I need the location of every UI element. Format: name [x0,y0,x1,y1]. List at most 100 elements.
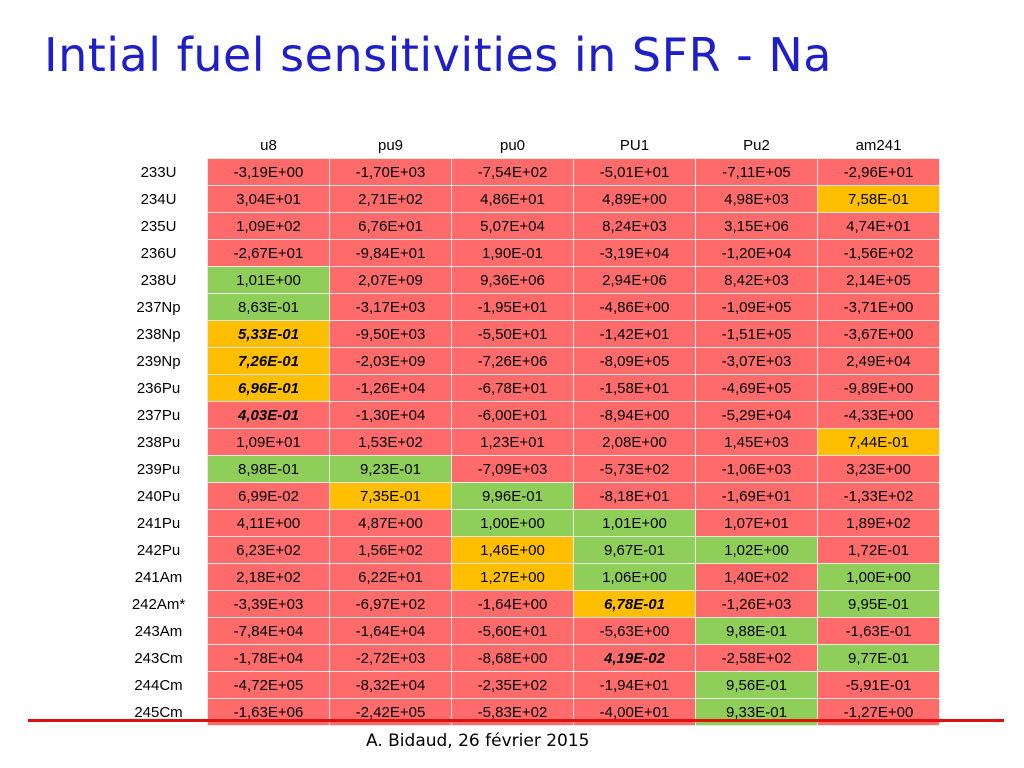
table-cell: 3,15E+06 [695,212,818,240]
row-label: 238U [110,266,208,294]
table-cell: 1,72E-01 [817,536,940,564]
table-cell: 1,45E+03 [695,428,818,456]
table-cell: 2,08E+00 [573,428,696,456]
row-label: 243Am [110,617,208,645]
table-cell: -7,11E+05 [695,158,818,186]
table-cell: -1,58E+01 [573,374,696,402]
table-cell: 9,67E-01 [573,536,696,564]
table-cell: 1,02E+00 [695,536,818,564]
table-cell: -7,84E+04 [207,617,330,645]
table-cell: -1,70E+03 [329,158,452,186]
table-cell: -1,64E+00 [451,590,574,618]
table-row: 236U -2,67E+01 -9,84E+01 1,90E-01 -3,19E+04-… [110,239,940,267]
table-cell: 4,19E-02 [573,644,696,672]
table-cell: 4,86E+01 [451,185,574,213]
table-cell: 2,07E+09 [329,266,452,294]
table-cell: -1,33E+02 [817,482,940,510]
table-row: 239Np 7,26E-01 -2,03E+09 -7,26E+06 -8,09E+05… [110,347,940,375]
table-row: 244Cm -4,72E+05 -8,32E+04 -2,35E+02 -1,94E+0… [110,671,940,699]
table-cell: -8,68E+00 [451,644,574,672]
table-cell: 7,58E-01 [817,185,940,213]
table-cell: -3,67E+00 [817,320,940,348]
table-cell: 2,18E+02 [207,563,330,591]
table-cell: -5,63E+00 [573,617,696,645]
table-cell: 7,26E-01 [207,347,330,375]
table-row: 241Am 2,18E+02 6,22E+01 1,27E+00 1,06E+00 1,4… [110,563,940,591]
table-cell: -1,94E+01 [573,671,696,699]
table-cell: 6,99E-02 [207,482,330,510]
column-header: u8 [207,132,330,159]
table-cell: 1,01E+00 [207,266,330,294]
table-cell: -6,78E+01 [451,374,574,402]
table-cell: 9,56E-01 [695,671,818,699]
table-cell: 9,96E-01 [451,482,574,510]
table-cell: 4,03E-01 [207,401,330,429]
table-row: 235U 1,09E+02 6,76E+01 5,07E+04 8,24E+03 3,15… [110,212,940,240]
table-cell: 9,95E-01 [817,590,940,618]
table-cell: -1,51E+05 [695,320,818,348]
table-cell: -2,35E+02 [451,671,574,699]
table-cell: -2,03E+09 [329,347,452,375]
table-cell: 1,40E+02 [695,563,818,591]
row-label: 239Pu [110,455,208,483]
table-row: 242Pu 6,23E+02 1,56E+02 1,46E+00 9,67E-01 1,0… [110,536,940,564]
table-cell: 1,00E+00 [451,509,574,537]
table-cell: 1,56E+02 [329,536,452,564]
table-cell: 4,89E+00 [573,185,696,213]
table-cell: 1,27E+00 [451,563,574,591]
table-cell: -1,95E+01 [451,293,574,321]
row-label: 234U [110,185,208,213]
table-row: 241Pu 4,11E+00 4,87E+00 1,00E+00 1,01E+00 1,0… [110,509,940,537]
table-cell: 4,87E+00 [329,509,452,537]
table-cell: -5,29E+04 [695,401,818,429]
table-cell: 9,36E+06 [451,266,574,294]
table-cell: -1,42E+01 [573,320,696,348]
table-cell: 4,98E+03 [695,185,818,213]
sensitivity-table: u8 pu9 pu0 PU1 Pu2 am241 233U -3,19E+00 -1,70E+… [110,132,940,726]
table-cell: 8,24E+03 [573,212,696,240]
row-label: 237Pu [110,401,208,429]
table-cell: -3,19E+00 [207,158,330,186]
table-cell: -5,91E-01 [817,671,940,699]
table-cell: -5,01E+01 [573,158,696,186]
table-cell: 5,33E-01 [207,320,330,348]
table-cell: 9,88E-01 [695,617,818,645]
table-cell: -7,26E+06 [451,347,574,375]
table-cell: -4,33E+00 [817,401,940,429]
table-cell: -3,07E+03 [695,347,818,375]
table-cell: 5,07E+04 [451,212,574,240]
row-label: 241Am [110,563,208,591]
table-cell: -1,63E-01 [817,617,940,645]
table-cell: -9,89E+00 [817,374,940,402]
table-cell: -3,19E+04 [573,239,696,267]
table-cell: 9,23E-01 [329,455,452,483]
row-label: 238Pu [110,428,208,456]
table-cell: -5,50E+01 [451,320,574,348]
table-cell: -2,72E+03 [329,644,452,672]
table-cell: -4,69E+05 [695,374,818,402]
table-cell: 1,00E+00 [817,563,940,591]
table-cell: -4,86E+00 [573,293,696,321]
table-cell: 1,89E+02 [817,509,940,537]
table-cell: -7,09E+03 [451,455,574,483]
table-row: 242Am* -3,39E+03 -6,97E+02 -1,64E+00 6,78E-0… [110,590,940,618]
table-header-row: u8 pu9 pu0 PU1 Pu2 am241 [110,132,940,159]
table-cell: -8,18E+01 [573,482,696,510]
table-cell: -8,32E+04 [329,671,452,699]
table-row: 237Np 8,63E-01 -3,17E+03 -1,95E+01 -4,86E+00… [110,293,940,321]
table-row: 240Pu 6,99E-02 7,35E-01 9,96E-01 -8,18E+01 -1… [110,482,940,510]
table-cell: -6,00E+01 [451,401,574,429]
table-row: 238U 1,01E+00 2,07E+09 9,36E+06 2,94E+06 8,42… [110,266,940,294]
table-row: 236Pu 6,96E-01 -1,26E+04 -6,78E+01 -1,58E+01… [110,374,940,402]
table-cell: 8,63E-01 [207,293,330,321]
table-cell: 6,22E+01 [329,563,452,591]
table-cell: -2,67E+01 [207,239,330,267]
row-label: 237Np [110,293,208,321]
table-cell: 4,74E+01 [817,212,940,240]
table-cell: 2,49E+04 [817,347,940,375]
table-row: 243Am -7,84E+04 -1,64E+04 -5,60E+01 -5,63E+0… [110,617,940,645]
column-header: Pu2 [695,132,818,159]
table-cell: 9,77E-01 [817,644,940,672]
table-cell: -8,09E+05 [573,347,696,375]
table-cell: -1,06E+03 [695,455,818,483]
